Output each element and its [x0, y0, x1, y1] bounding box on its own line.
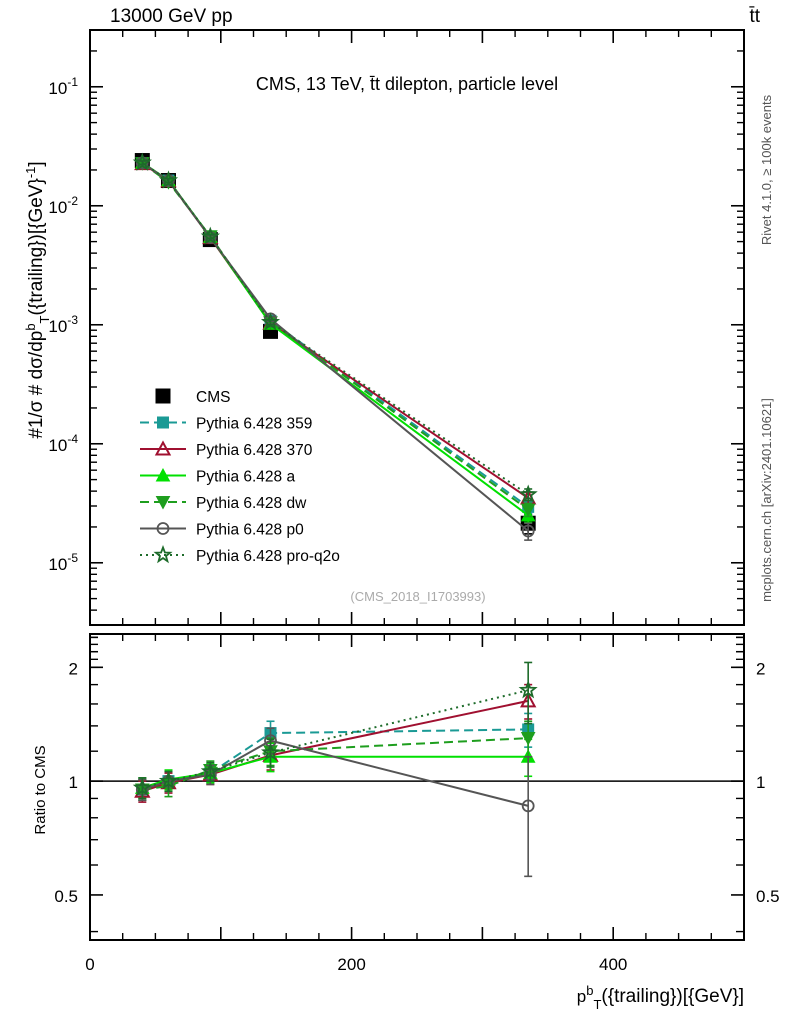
data-marker	[518, 484, 538, 503]
data-marker	[203, 231, 217, 245]
data-marker	[132, 777, 152, 796]
ratio-ytick-label: 2	[69, 659, 78, 678]
side-label-rivet: Rivet 4.1.0, ≥ 100k events	[759, 94, 774, 245]
xtick-label: 200	[337, 955, 365, 974]
ratio-data-series	[132, 661, 538, 878]
data-marker	[520, 503, 536, 518]
header-beam-label: 13000 GeV pp	[110, 6, 233, 27]
svg-text:Ratio to CMS: Ratio to CMS	[32, 745, 49, 834]
ratio-axis-title: Ratio to CMS	[32, 745, 49, 834]
data-marker	[518, 680, 538, 699]
data-marker	[157, 416, 169, 429]
side-label-mcplots: mcplots.cern.ch [arXiv:2401.10621]	[759, 398, 774, 602]
data-marker	[156, 522, 170, 535]
data-marker	[153, 544, 173, 564]
ratio-ytick-label-right: 0.5	[756, 887, 780, 906]
legend-entry[interactable]: Pythia 6.428 a	[140, 467, 295, 486]
header-process-label: t̄t	[749, 6, 761, 27]
legend-entry[interactable]: Pythia 6.428 dw	[140, 495, 307, 512]
main-panel-frame	[89, 29, 745, 626]
data-marker	[200, 226, 220, 245]
xtick-label: 0	[85, 955, 94, 974]
ratio-axis-ticks	[90, 636, 744, 933]
ratio-ytick-label: 1	[69, 773, 78, 792]
series-line	[141, 755, 529, 789]
legend-entry[interactable]: Pythia 6.428 370	[140, 440, 313, 459]
series-line	[142, 689, 529, 789]
data-marker	[260, 742, 281, 761]
data-marker	[158, 771, 179, 790]
data-marker	[154, 440, 172, 456]
legend-label: Pythia 6.428 359	[196, 416, 312, 433]
series-line	[141, 161, 529, 517]
xtick-label: 400	[599, 955, 627, 974]
legend: CMS Pythia 6.428 359 Pythia 6.428 370 Pythi…	[140, 388, 340, 566]
series-pythia-6-428-359	[136, 157, 535, 515]
data-marker	[521, 524, 535, 538]
analysis-watermark: (CMS_2018_I1703993)	[350, 589, 485, 604]
main-data-series	[132, 152, 538, 541]
data-marker	[155, 467, 171, 482]
data-marker	[520, 732, 536, 746]
legend-label: Pythia 6.428 370	[196, 442, 313, 459]
main-plot-title: CMS, 13 TeV, t̄t dilepton, particle leve…	[256, 74, 558, 94]
ratio-series-pythia-6-428-p0	[135, 727, 535, 878]
data-marker	[521, 799, 535, 813]
svg-text:Rivet 4.1.0, ≥ 100k events: Rivet 4.1.0, ≥ 100k events	[759, 94, 774, 245]
main-ytick-label: 10-4	[48, 432, 78, 455]
main-ytick-label: 10-1	[48, 75, 78, 98]
ratio-ytick-label: 0.5	[54, 887, 78, 906]
main-ytick-label: 10-3	[48, 313, 78, 336]
legend-entry[interactable]: Pythia 6.428 359	[140, 416, 312, 433]
main-ytick-label: 10-5	[48, 551, 78, 574]
ratio-series-pythia-6-428-pro-q2o	[132, 661, 538, 800]
data-marker	[260, 312, 281, 331]
data-marker	[155, 388, 171, 404]
svg-text:pbT({trailing})[{GeV}]: pbT({trailing})[{GeV}]	[577, 983, 744, 1012]
ratio-ytick-label-right: 1	[756, 773, 765, 792]
main-ytick-label: 10-2	[48, 194, 78, 217]
x-axis-title: pbT({trailing})[{GeV}]	[577, 983, 744, 1012]
legend-entry[interactable]: Pythia 6.428 pro-q2o	[140, 544, 340, 566]
data-marker	[132, 152, 152, 171]
legend-label: Pythia 6.428 p0	[196, 522, 304, 539]
data-marker	[158, 170, 179, 189]
data-marker	[155, 496, 171, 510]
legend-entry[interactable]: CMS	[155, 388, 230, 406]
legend-label: Pythia 6.428 pro-q2o	[196, 548, 340, 565]
series-line	[141, 699, 529, 793]
ratio-ytick-label-right: 2	[756, 659, 765, 678]
x-axis-ticks	[89, 30, 745, 940]
legend-entry[interactable]: Pythia 6.428 p0	[140, 522, 304, 539]
ratio-panel-frame	[89, 633, 745, 941]
svg-text:mcplots.cern.ch [arXiv:2401.10: mcplots.cern.ch [arXiv:2401.10621]	[759, 398, 774, 602]
legend-label: CMS	[196, 389, 230, 406]
ratio-series-pythia-6-428-dw	[134, 720, 536, 802]
data-marker	[200, 761, 220, 780]
main-axis-ticks	[90, 50, 744, 626]
series-pythia-6-428-pro-q2o	[132, 152, 538, 503]
legend-label: Pythia 6.428 dw	[196, 495, 307, 512]
legend-label: Pythia 6.428 a	[196, 469, 295, 486]
